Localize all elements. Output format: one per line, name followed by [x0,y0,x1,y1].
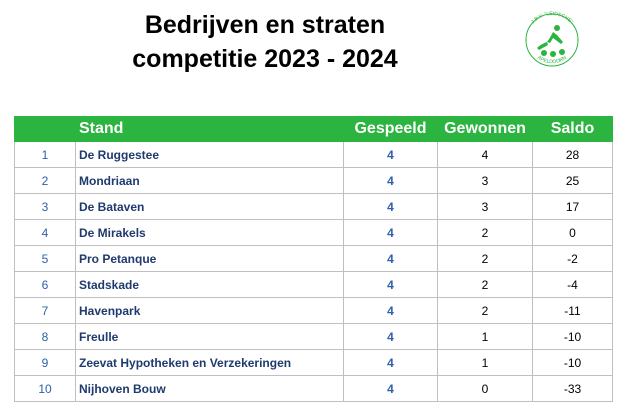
team-cell: Pro Petanque [75,245,344,272]
won-cell: 1 [437,349,533,376]
table-row: 5 Pro Petanque 4 2 -2 [14,245,613,272]
team-cell: De Bataven [75,193,344,220]
table-row: 1 De Ruggestee 4 4 28 [14,141,613,168]
played-cell: 4 [343,167,438,194]
table-row: 6 Stadskade 4 2 -4 [14,271,613,298]
won-cell: 3 [437,167,533,194]
rank-cell: 8 [14,323,76,350]
saldo-cell: -10 [532,323,613,350]
header-saldo: Saldo [532,116,613,142]
svg-text:APELDOORN: APELDOORN [536,55,568,66]
table-row: 3 De Bataven 4 3 17 [14,193,613,220]
played-cell: 4 [343,323,438,350]
table-row: 10 Nijhoven Bouw 4 0 -33 [14,375,613,402]
won-cell: 3 [437,193,533,220]
header-gespeeld: Gespeeld [343,116,438,142]
team-cell: Stadskade [75,271,344,298]
team-cell: Nijhoven Bouw [75,375,344,402]
won-cell: 2 [437,219,533,246]
rank-cell: 4 [14,219,76,246]
team-cell: De Ruggestee [75,141,344,168]
won-cell: 1 [437,323,533,350]
saldo-cell: 25 [532,167,613,194]
logo-bottom-text: APELDOORN [536,55,568,66]
table-row: 2 Mondriaan 4 3 25 [14,167,613,194]
rank-cell: 10 [14,375,76,402]
played-cell: 4 [343,141,438,168]
rank-cell: 6 [14,271,76,298]
table-row: 9 Zeevat Hypotheken en Verzekeringen 4 1… [14,349,613,376]
saldo-cell: -11 [532,297,613,324]
played-cell: 4 [343,245,438,272]
saldo-cell: -10 [532,349,613,376]
table-row: 8 Freulle 4 1 -10 [14,323,613,350]
team-cell: De Mirakels [75,219,344,246]
won-cell: 2 [437,297,533,324]
won-cell: 4 [437,141,533,168]
boules-player-icon [537,25,565,57]
rank-cell: 2 [14,167,76,194]
saldo-cell: 0 [532,219,613,246]
rank-cell: 9 [14,349,76,376]
table-header-row: Stand Gespeeld Gewonnen Saldo [14,116,613,142]
won-cell: 2 [437,271,533,298]
svg-text:J.B.V. "LEIDSCHE": J.B.V. "LEIDSCHE" [530,11,574,25]
table-row: 7 Havenpark 4 2 -11 [14,297,613,324]
title-line-1: Bedrijven en straten [144,11,386,39]
header-rank [14,116,76,142]
header-stand: Stand [75,116,344,142]
saldo-cell: -2 [532,245,613,272]
table-row: 4 De Mirakels 4 2 0 [14,219,613,246]
played-cell: 4 [343,349,438,376]
played-cell: 4 [343,375,438,402]
standings-table: Stand Gespeeld Gewonnen Saldo 1 De Rugge… [14,116,613,402]
team-cell: Mondriaan [75,167,344,194]
saldo-cell: -33 [532,375,613,402]
saldo-cell: -4 [532,271,613,298]
team-cell: Zeevat Hypotheken en Verzekeringen [75,349,344,376]
saldo-cell: 28 [532,141,613,168]
rank-cell: 1 [14,141,76,168]
won-cell: 0 [437,375,533,402]
rank-cell: 3 [14,193,76,220]
team-cell: Freulle [75,323,344,350]
played-cell: 4 [343,219,438,246]
played-cell: 4 [343,193,438,220]
team-cell: Havenpark [75,297,344,324]
played-cell: 4 [343,297,438,324]
header-gewonnen: Gewonnen [437,116,533,142]
club-logo: J.B.V. "LEIDSCHE" APELDOORN [525,11,579,67]
logo-top-text: J.B.V. "LEIDSCHE" [530,11,574,25]
title-line-2: competitie 2023 - 2024 [132,45,398,73]
rank-cell: 5 [14,245,76,272]
page-title: Bedrijven en straten competitie 2023 - 2… [105,8,425,76]
played-cell: 4 [343,271,438,298]
rank-cell: 7 [14,297,76,324]
saldo-cell: 17 [532,193,613,220]
won-cell: 2 [437,245,533,272]
